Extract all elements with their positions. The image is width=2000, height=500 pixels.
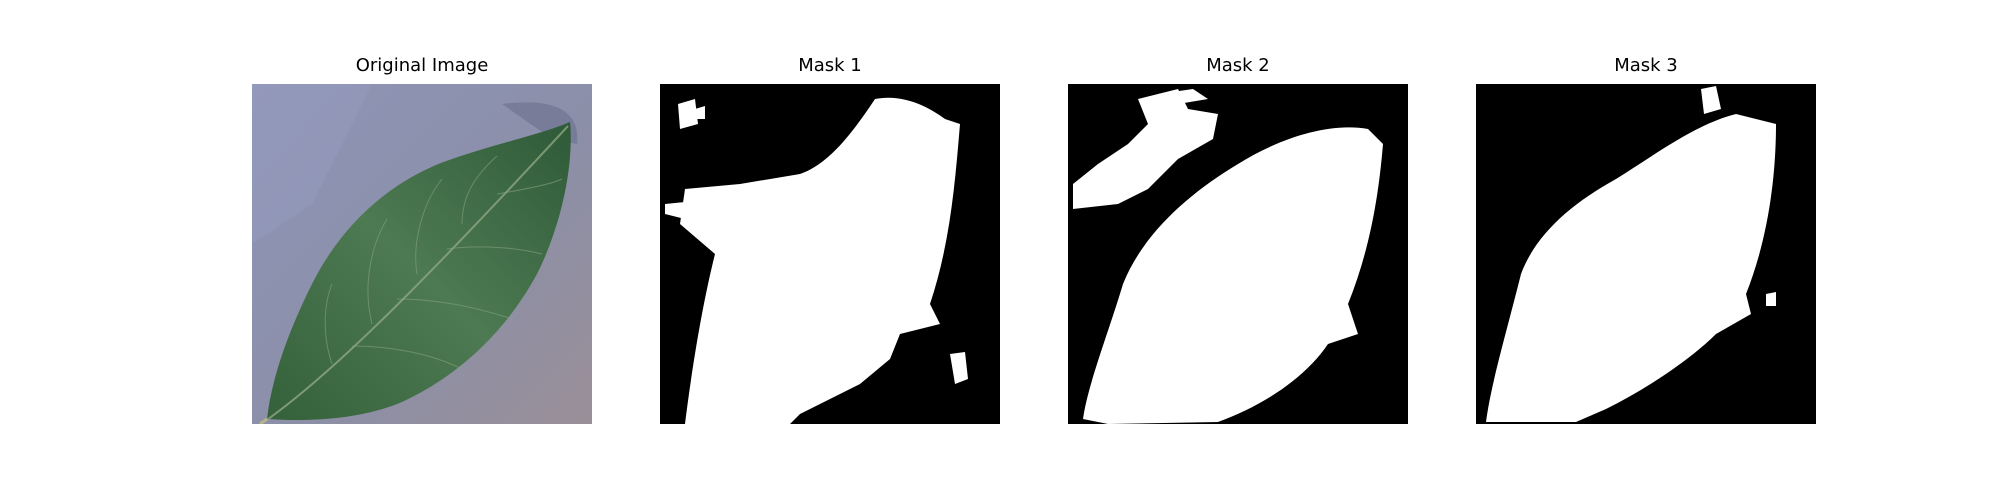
mask-1-image: [660, 84, 1000, 424]
panel-title: Mask 2: [1206, 55, 1270, 76]
panel-title: Mask 3: [1614, 55, 1678, 76]
mask-2-image: [1068, 84, 1408, 424]
panel-title: Mask 1: [798, 55, 862, 76]
leaf-photo: [252, 84, 592, 424]
mask-3-image: [1476, 84, 1816, 424]
panel-title: Original Image: [355, 55, 489, 76]
